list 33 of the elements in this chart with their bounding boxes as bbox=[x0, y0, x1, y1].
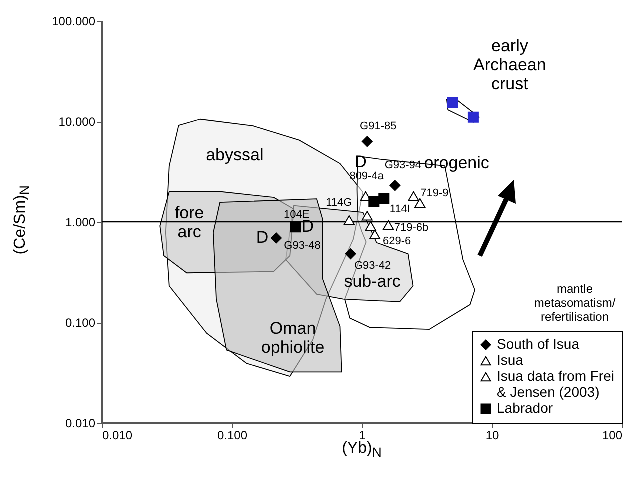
y-tick-label: 100.000 bbox=[52, 14, 96, 28]
annotation: 719-6b bbox=[394, 222, 429, 234]
series-label: abyssal bbox=[206, 145, 264, 164]
legend-label: Isua data from Frei & Jensen (2003) bbox=[497, 368, 614, 400]
y-tick-label: 0.010 bbox=[65, 416, 96, 430]
annotation: G93-94 bbox=[384, 160, 422, 172]
series-label: early Archaean crust bbox=[474, 36, 546, 94]
legend-label: Labrador bbox=[497, 400, 554, 416]
annotation: 629-6 bbox=[382, 236, 412, 248]
series-label: fore arc bbox=[174, 204, 204, 242]
y-tick-label: 1.000 bbox=[65, 216, 96, 230]
x-tick-label: 1 bbox=[359, 428, 366, 442]
annotation: G91-85 bbox=[360, 120, 397, 133]
y-tick-label: 10.000 bbox=[58, 115, 96, 129]
annotation: 114G bbox=[326, 197, 352, 210]
series-label: Oman ophiolite bbox=[261, 318, 325, 357]
legend-label: South of Isua bbox=[497, 336, 580, 352]
series-label: orogenic bbox=[424, 153, 490, 172]
annotation: G93-48 bbox=[284, 240, 321, 252]
x-tick-label: 0.100 bbox=[217, 428, 248, 442]
annotation: mantle metasomatism/ refertilisation bbox=[534, 282, 616, 324]
x-axis-title: (Yb)$_{N}$ bbox=[341, 440, 383, 460]
annotation: 719-9 bbox=[420, 187, 449, 200]
x-tick-label: 10 bbox=[486, 428, 500, 442]
annotation: 104E bbox=[284, 209, 310, 222]
x-tick-label: 100 bbox=[602, 428, 623, 442]
annotation: G93-42 bbox=[354, 260, 392, 272]
annotation: 114I bbox=[390, 204, 410, 216]
annotation: D bbox=[256, 228, 269, 248]
series-label: sub-arc bbox=[344, 272, 402, 291]
x-tick-label: 0.010 bbox=[102, 428, 133, 442]
legend-label: Isua bbox=[497, 352, 524, 368]
y-tick-label: 0.100 bbox=[65, 316, 96, 330]
